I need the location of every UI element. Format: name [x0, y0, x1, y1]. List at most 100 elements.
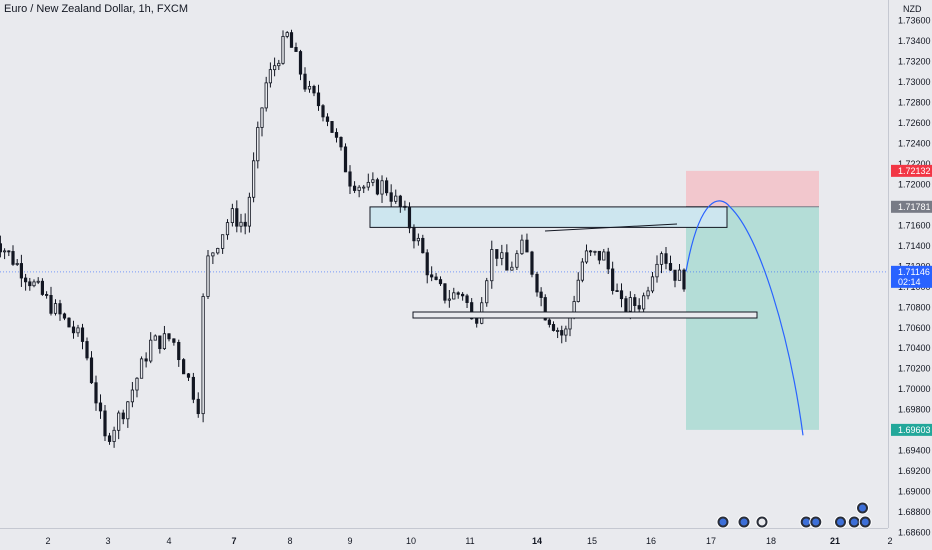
- candle-body: [206, 255, 210, 297]
- candle-body: [85, 341, 89, 359]
- candle-body: [256, 127, 260, 162]
- candle-body: [560, 330, 564, 336]
- candle-body: [556, 330, 560, 332]
- candle-body: [339, 136, 343, 148]
- y-tick-label: 1.73600: [898, 16, 931, 26]
- resistance-zone: [369, 206, 728, 228]
- candle-body: [394, 195, 398, 202]
- candle-body: [80, 327, 85, 342]
- candle-body: [112, 429, 116, 442]
- candle-body: [251, 160, 256, 198]
- candle-body: [547, 319, 551, 325]
- candle-body: [416, 237, 420, 242]
- candle-body: [45, 294, 49, 296]
- candle-body: [144, 358, 148, 362]
- candle-body: [76, 327, 80, 334]
- candle-body: [606, 251, 610, 270]
- candle-body: [597, 250, 601, 261]
- y-tick-label: 1.69000: [898, 487, 931, 497]
- candle-body: [452, 292, 456, 300]
- candle-body: [211, 252, 215, 257]
- y-tick-label: 1.72600: [898, 118, 931, 128]
- candle-body: [539, 291, 543, 298]
- candle-body: [277, 62, 281, 67]
- candle-body: [71, 326, 76, 334]
- y-tick-label: 1.72000: [898, 179, 931, 189]
- event-marker-dot: [859, 504, 866, 512]
- candle-body: [247, 196, 251, 227]
- candle-body: [525, 239, 529, 253]
- candle-body: [580, 261, 584, 281]
- candle-body: [465, 295, 469, 303]
- event-marker-dot: [802, 518, 810, 526]
- candle-body: [177, 341, 181, 361]
- candle-body: [285, 32, 289, 37]
- candle-body: [325, 116, 330, 122]
- candle-body: [576, 279, 580, 302]
- candle-body: [307, 85, 312, 90]
- projection-curve: [685, 200, 804, 436]
- candle-body: [158, 335, 162, 350]
- candle-body: [167, 333, 171, 340]
- currency-label: NZD: [903, 4, 922, 14]
- candle-body: [298, 51, 303, 75]
- candle-body: [485, 280, 489, 304]
- candle-body: [357, 186, 361, 191]
- candle-body: [371, 179, 375, 183]
- event-marker-dot: [812, 518, 820, 526]
- candle-body: [352, 185, 357, 191]
- candle-body: [530, 251, 534, 275]
- stop-loss-zone: [686, 170, 819, 207]
- x-tick-label: 11: [465, 536, 474, 546]
- candle-body: [611, 268, 615, 291]
- candle-body: [36, 280, 40, 283]
- candle-body: [303, 73, 307, 90]
- candle-body: [153, 335, 157, 341]
- candle-body: [139, 358, 144, 379]
- y-tick-label: 1.70200: [898, 364, 931, 374]
- price-label-tag: [891, 164, 932, 177]
- y-tick-label: 1.68800: [898, 507, 931, 517]
- candle-body: [535, 273, 539, 293]
- x-tick-label: 18: [766, 536, 776, 546]
- x-tick-label: 17: [706, 536, 716, 546]
- candle-body: [272, 65, 277, 71]
- candle-body: [221, 234, 225, 249]
- candle-body: [443, 283, 447, 301]
- candle-body: [624, 298, 628, 312]
- candle-body: [589, 250, 593, 253]
- x-tick-label: 4: [166, 536, 171, 546]
- x-tick-label: 2: [887, 536, 892, 546]
- candle-body: [403, 205, 407, 208]
- candle-body: [543, 297, 547, 321]
- event-marker-dot: [837, 518, 844, 526]
- y-tick-label: 1.73400: [898, 36, 931, 46]
- candle-body: [619, 290, 624, 300]
- event-marker-dot: [850, 518, 858, 526]
- candle-body: [289, 32, 294, 48]
- candle-body: [135, 377, 139, 391]
- candle-body: [650, 276, 655, 292]
- candle-body: [11, 251, 15, 265]
- candle-body: [348, 171, 352, 187]
- candle-body: [398, 195, 402, 207]
- candle-body: [380, 180, 384, 195]
- price-label-text: 1.71146: [898, 267, 930, 277]
- candle-body: [646, 290, 650, 297]
- symbol-title[interactable]: Euro / New Zealand Dollar, 1h, FXCM: [4, 3, 189, 15]
- candle-body: [673, 269, 677, 281]
- y-tick-label: 1.68600: [898, 528, 931, 538]
- candle-body: [584, 250, 589, 263]
- candle-body: [375, 179, 380, 195]
- candle-body: [2, 250, 7, 253]
- event-marker-dot: [740, 518, 748, 526]
- candle-body: [495, 249, 499, 259]
- y-tick-label: 1.70600: [898, 323, 931, 333]
- candle-body: [117, 412, 121, 431]
- x-tick-label: 8: [287, 536, 292, 546]
- candle-body: [58, 303, 62, 315]
- candle-body: [260, 107, 264, 128]
- y-tick-label: 1.73200: [898, 56, 931, 66]
